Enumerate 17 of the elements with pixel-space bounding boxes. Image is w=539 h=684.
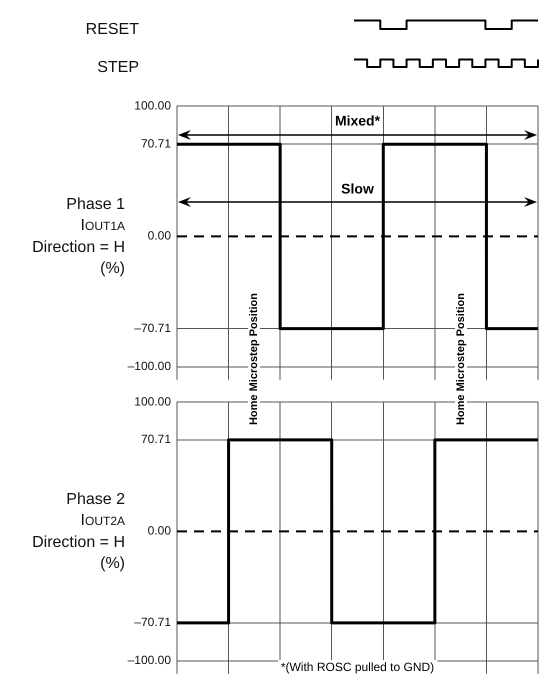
- y-axis-title: STEP: [97, 58, 139, 78]
- y-axis-title: RESET: [86, 20, 139, 40]
- annotation: *(With ROSC pulled to GND): [278, 660, 438, 674]
- annotation: Mixed*: [334, 112, 381, 129]
- annotation: Slow: [341, 180, 374, 196]
- y-tick-label: –70.71: [134, 320, 172, 335]
- y-tick-label: 0.00: [148, 524, 172, 538]
- y-tick-label: 70.71: [140, 136, 172, 151]
- y-tick-label: 100.00: [134, 394, 172, 408]
- annotation: Home Microstep Position: [248, 290, 260, 428]
- y-tick-label: –100.00: [128, 359, 172, 374]
- annotation: Home Microstep Position: [454, 290, 467, 428]
- y-tick-label: –100.00: [128, 653, 172, 668]
- y-tick-label: 70.71: [140, 432, 172, 446]
- y-tick-label: 100.00: [134, 98, 172, 112]
- y-tick-label: –70.71: [134, 615, 172, 630]
- y-tick-label: 0.00: [148, 228, 172, 243]
